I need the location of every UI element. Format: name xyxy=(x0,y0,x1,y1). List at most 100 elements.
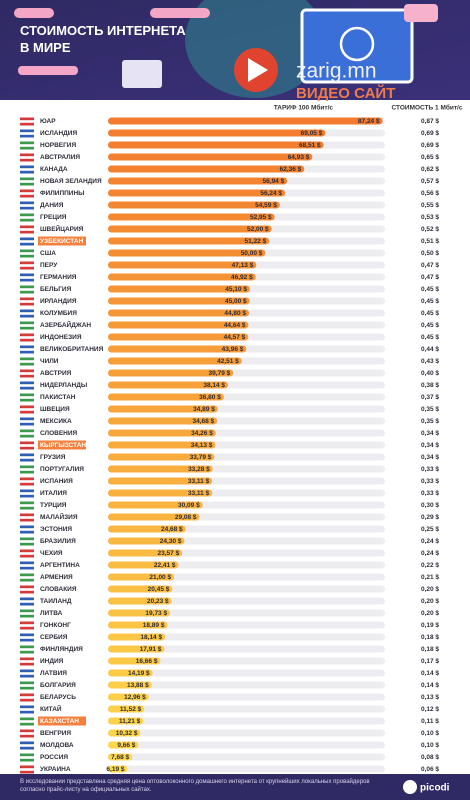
per-mbit-value: 0,50 $ xyxy=(421,250,439,257)
per-mbit-value: 0,11 $ xyxy=(421,718,439,725)
bar xyxy=(108,645,165,653)
per-mbit-value: 0,52 $ xyxy=(421,226,439,233)
per-mbit-value: 0,69 $ xyxy=(421,130,439,137)
flag-stripe xyxy=(20,300,34,303)
bar-track xyxy=(108,717,385,725)
value-label: 14,19 $ xyxy=(128,670,150,677)
bar xyxy=(108,405,218,413)
category-label: ИНДОНЕЗИЯ xyxy=(40,334,82,341)
decoration xyxy=(150,8,210,18)
category-label: ИНДИЯ xyxy=(40,658,64,665)
bar-track xyxy=(108,705,385,713)
bar-track xyxy=(108,765,385,773)
per-mbit-value: 0,24 $ xyxy=(421,550,439,557)
column-header: ТАРИФ 100 Мбит/с xyxy=(274,104,334,112)
category-label: ЧИЛИ xyxy=(40,358,59,365)
value-label: 21,00 $ xyxy=(149,574,171,581)
per-mbit-value: 0,34 $ xyxy=(421,430,439,437)
bar-track xyxy=(108,573,385,581)
value-label: 12,96 $ xyxy=(124,694,146,701)
value-label: 33,11 $ xyxy=(188,478,210,485)
category-label: СЕРБИЯ xyxy=(40,634,68,641)
value-label: 34,13 $ xyxy=(191,442,213,449)
bar-track xyxy=(108,645,385,653)
highlight xyxy=(38,236,86,246)
flag-stripe xyxy=(20,432,34,435)
flag-stripe xyxy=(20,396,34,399)
bar-track xyxy=(108,729,385,737)
value-label: 33,11 $ xyxy=(188,490,210,497)
value-label: 45,10 $ xyxy=(225,286,247,293)
bar xyxy=(108,609,171,617)
category-label: АВСТРАЛИЯ xyxy=(40,154,80,161)
flag-stripe xyxy=(20,564,34,567)
flag-stripe xyxy=(20,324,34,327)
value-label: 24,68 $ xyxy=(161,526,183,533)
per-mbit-value: 0,34 $ xyxy=(421,442,439,449)
value-label: 68,51 $ xyxy=(299,142,321,149)
per-mbit-value: 0,40 $ xyxy=(421,370,439,377)
bar xyxy=(108,525,186,533)
value-label: 6,19 $ xyxy=(106,766,124,773)
per-mbit-value: 0,45 $ xyxy=(421,334,439,341)
flag-stripe xyxy=(20,648,34,651)
bar xyxy=(108,189,286,197)
category-label: РОССИЯ xyxy=(40,754,68,761)
per-mbit-value: 0,29 $ xyxy=(421,514,439,521)
value-label: 18,89 $ xyxy=(143,622,165,629)
value-label: 43,96 $ xyxy=(222,346,244,353)
value-label: 87,24 $ xyxy=(358,118,380,125)
flag-stripe xyxy=(20,696,34,699)
category-label: ИСПАНИЯ xyxy=(40,478,73,485)
highlight xyxy=(38,440,86,450)
value-label: 22,41 $ xyxy=(154,562,176,569)
bar xyxy=(108,597,172,605)
bar xyxy=(108,573,175,581)
per-mbit-value: 0,20 $ xyxy=(421,598,439,605)
value-label: 45,00 $ xyxy=(225,298,247,305)
value-label: 44,57 $ xyxy=(224,334,246,341)
bar-track xyxy=(108,585,385,593)
flag-stripe xyxy=(20,348,34,351)
flag-stripe xyxy=(20,744,34,747)
bar xyxy=(108,465,213,473)
flag-stripe xyxy=(20,180,34,183)
watermark: zarig.mn xyxy=(296,60,377,83)
per-mbit-value: 0,13 $ xyxy=(421,694,439,701)
category-label: ШВЕЙЦАРИЯ xyxy=(40,224,84,233)
category-label: ИТАЛИЯ xyxy=(40,490,67,497)
value-label: 56,94 $ xyxy=(263,178,285,185)
per-mbit-value: 0,35 $ xyxy=(421,418,439,425)
value-label: 56,24 $ xyxy=(260,190,282,197)
watermark: ВИДЕО САЙТ xyxy=(296,84,395,102)
per-mbit-value: 0,37 $ xyxy=(421,394,439,401)
category-label: ГРЕЦИЯ xyxy=(40,214,67,221)
bar xyxy=(108,237,270,245)
bar-track xyxy=(108,597,385,605)
decoration xyxy=(404,4,438,22)
flag-stripe xyxy=(20,492,34,495)
flag-stripe xyxy=(20,336,34,339)
category-label: БОЛГАРИЯ xyxy=(40,682,76,689)
per-mbit-value: 0,45 $ xyxy=(421,310,439,317)
bar xyxy=(108,753,133,761)
category-label: ШВЕЦИЯ xyxy=(40,406,70,413)
bar-track xyxy=(108,681,385,689)
bar-track xyxy=(108,741,385,749)
bar xyxy=(108,561,179,569)
flag-stripe xyxy=(20,552,34,555)
flag-stripe xyxy=(20,504,34,507)
value-label: 50,00 $ xyxy=(241,250,263,257)
flag-stripe xyxy=(20,384,34,387)
flag-stripe xyxy=(20,732,34,735)
bar xyxy=(108,201,280,209)
category-label: ТАИЛАНД xyxy=(40,598,72,605)
bar xyxy=(108,249,266,257)
flag-stripe xyxy=(20,216,34,219)
bar xyxy=(108,333,249,341)
bar xyxy=(108,621,168,629)
value-label: 34,26 $ xyxy=(191,430,213,437)
category-label: СЛОВАКИЯ xyxy=(40,586,77,593)
value-label: 34,89 $ xyxy=(193,406,215,413)
bar xyxy=(108,729,141,737)
